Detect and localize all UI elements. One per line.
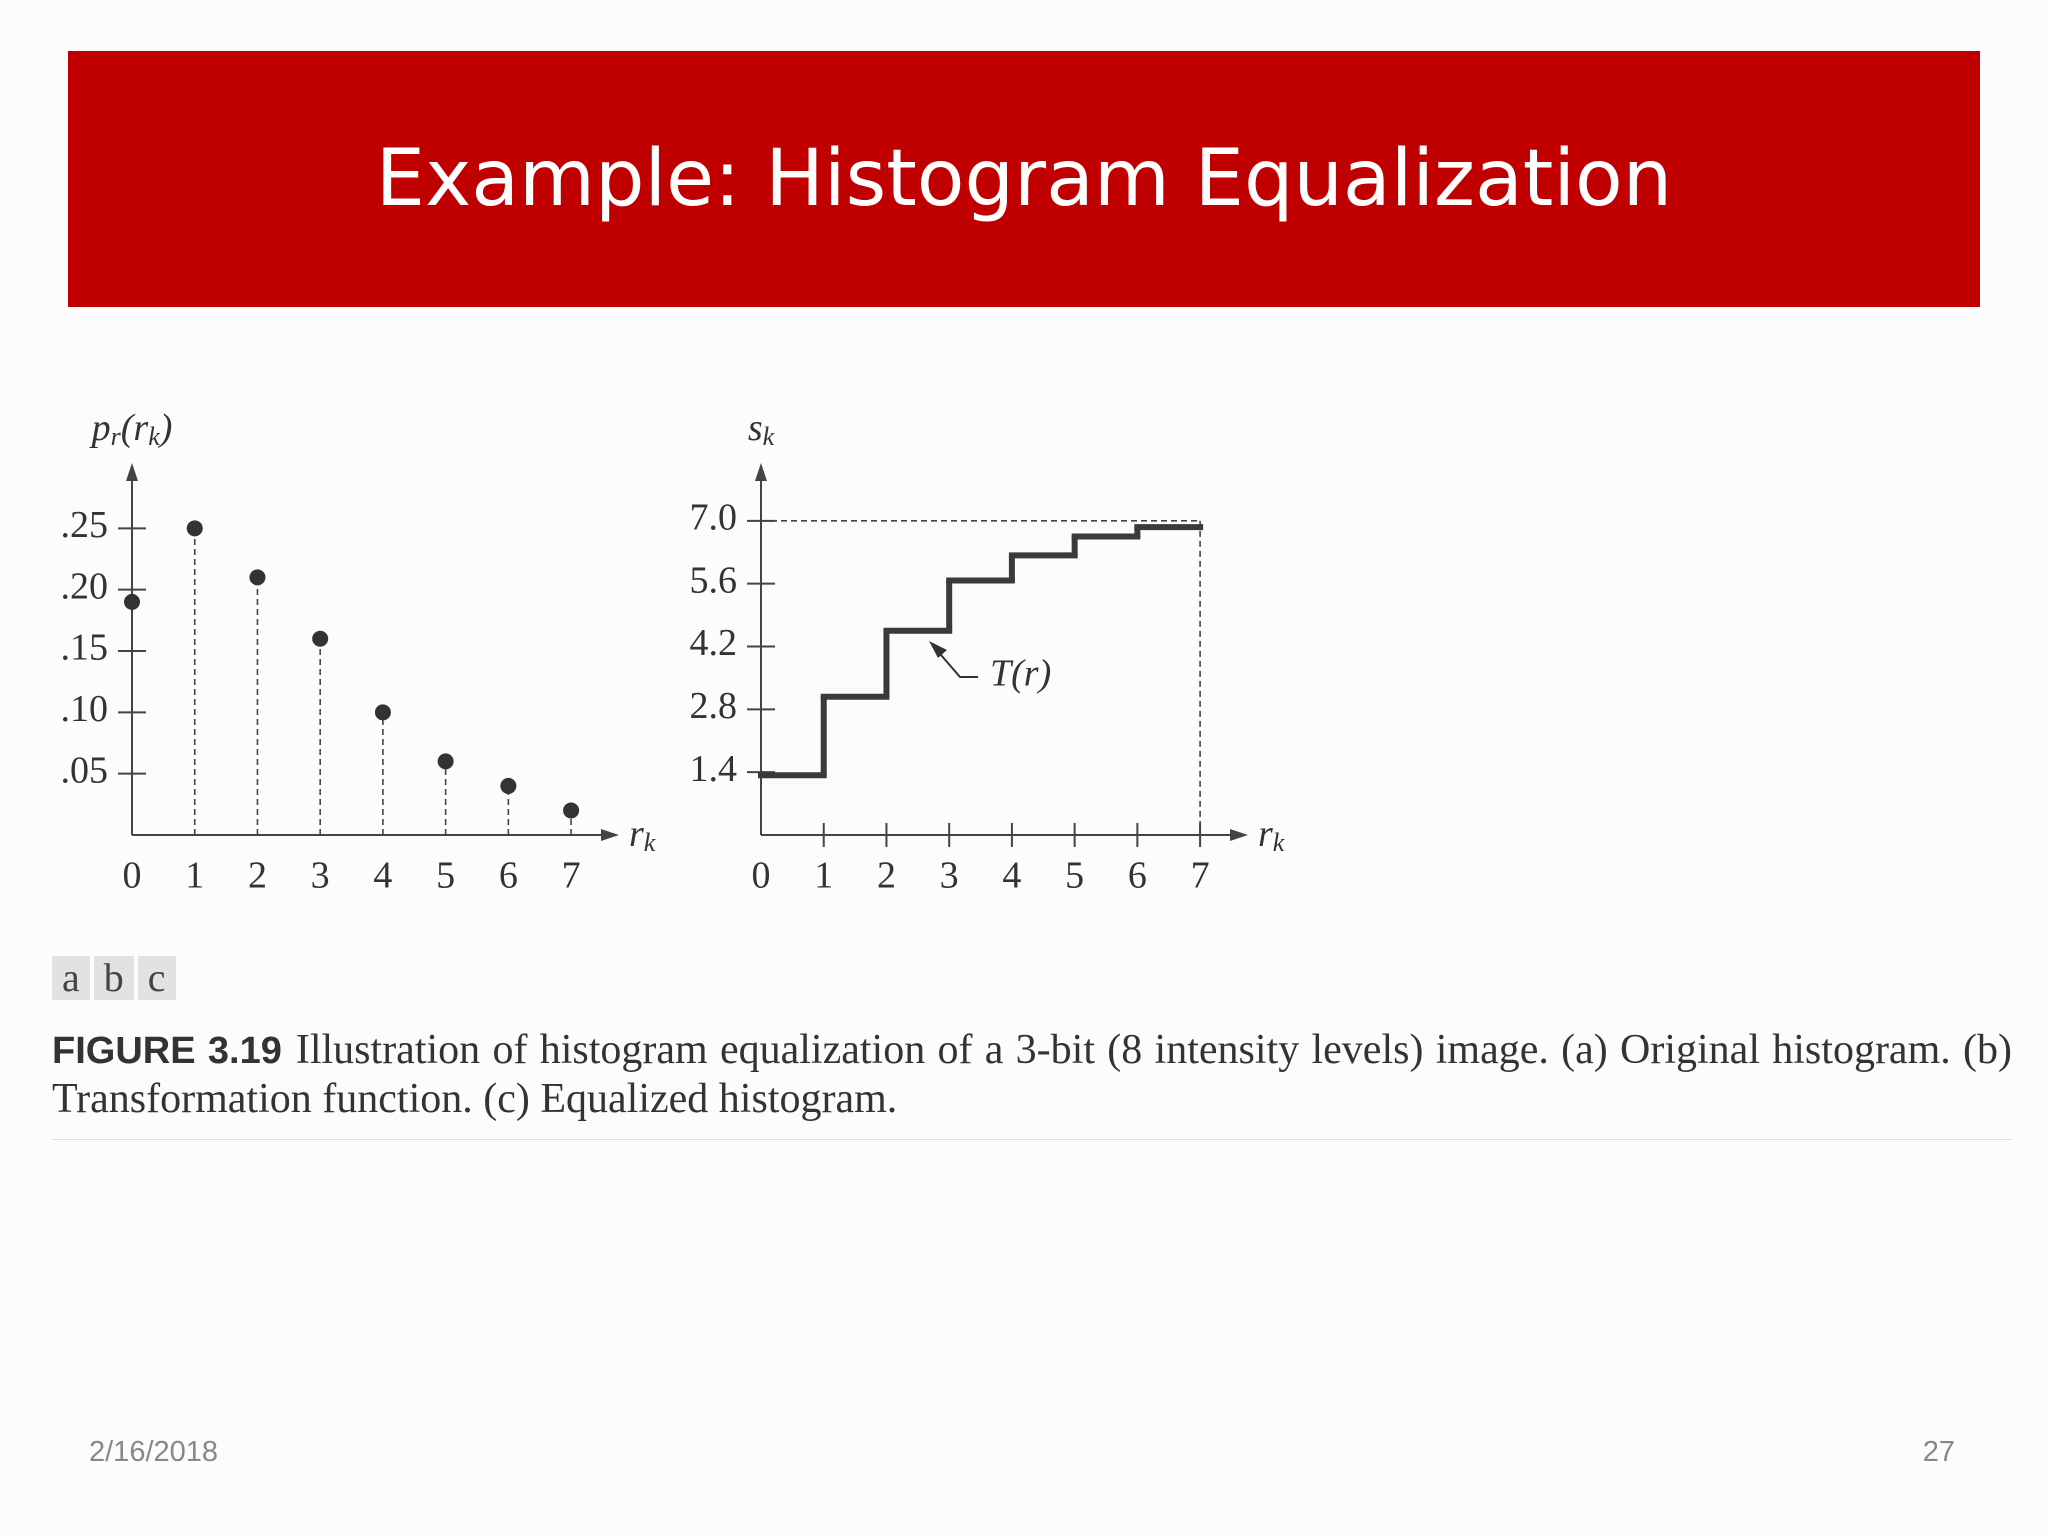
x-tick-label: 2 xyxy=(248,855,267,897)
x-tick-label: 1 xyxy=(185,855,204,897)
y-tick-label: 7.0 xyxy=(690,497,738,539)
panel-labels: a b c xyxy=(52,956,176,1000)
axis-label: rk xyxy=(1258,813,1285,857)
x-tick-label: 0 xyxy=(123,855,142,897)
axis-label-part: r xyxy=(111,422,122,451)
y-tick-label: .25 xyxy=(61,504,109,546)
x-tick-label: 7 xyxy=(1191,855,1210,897)
axis-label-part: r xyxy=(1258,813,1273,855)
y-tick-label: 4.2 xyxy=(690,622,738,664)
y-tick-label: .05 xyxy=(61,749,109,791)
axis-label-part: k xyxy=(763,422,775,451)
panel-label: c xyxy=(137,956,176,1000)
x-tick-label: 5 xyxy=(436,855,455,897)
y-arrow xyxy=(755,463,767,481)
annotation-arrowhead xyxy=(929,641,947,658)
point xyxy=(437,753,454,770)
caption: FIGURE 3.19 Illustration of histogram equ… xyxy=(52,1026,2012,1123)
caption-text: Illustration of histogram equalization o… xyxy=(52,1027,2013,1122)
point xyxy=(124,593,140,610)
point xyxy=(500,777,517,794)
point xyxy=(374,704,391,721)
x-tick-label: 0 xyxy=(752,855,771,897)
y-tick-label: .10 xyxy=(61,688,109,730)
x-tick-label: 2 xyxy=(877,855,896,897)
x-tick-label: 5 xyxy=(1065,855,1084,897)
y-arrow xyxy=(126,463,138,481)
panel-label: b xyxy=(93,956,134,1000)
x-tick-label: 6 xyxy=(499,855,518,897)
x-arrow xyxy=(1230,829,1248,841)
x-tick-label: 7 xyxy=(562,855,581,897)
y-tick-label: 2.8 xyxy=(690,685,738,727)
axis-label-part: k xyxy=(644,828,656,857)
x-tick-label: 3 xyxy=(940,855,959,897)
x-tick-label: 3 xyxy=(311,855,330,897)
title: Example: Histogram Equalization xyxy=(68,51,1980,307)
axis-label: rk xyxy=(629,813,656,857)
axis-label-part: p xyxy=(89,407,111,449)
figure-label: FIGURE 3.19 xyxy=(52,1030,282,1072)
y-tick-label: 5.6 xyxy=(690,559,738,601)
point xyxy=(563,802,580,819)
y-tick-label: 1.4 xyxy=(690,748,738,790)
x-arrow xyxy=(601,829,619,841)
y-tick-label: .15 xyxy=(61,627,109,669)
x-tick-label: 4 xyxy=(373,855,392,897)
page-number: 27 xyxy=(1922,1436,1955,1468)
y-tick-label: .20 xyxy=(61,565,109,607)
axis-label-part: ) xyxy=(158,407,173,449)
x-tick-label: 6 xyxy=(1128,855,1147,897)
axis-label-part: k xyxy=(1273,828,1285,857)
rule xyxy=(52,1139,2012,1140)
annotation-arrow xyxy=(934,647,978,678)
panel-label: a xyxy=(52,956,90,1000)
x-tick-label: 4 xyxy=(1002,855,1021,897)
axis-label: sk xyxy=(748,407,775,451)
point xyxy=(312,630,329,647)
annotation: T(r) xyxy=(990,653,1051,695)
axis-label: pr(rk) xyxy=(89,407,173,451)
axis-label-part: s xyxy=(748,407,763,449)
point xyxy=(186,520,203,537)
axis-label-part: k xyxy=(148,422,160,451)
axis-label-part: (r xyxy=(121,407,149,449)
date: 2/16/2018 xyxy=(89,1436,219,1468)
axis-label-part: r xyxy=(629,813,644,855)
x-tick-label: 1 xyxy=(814,855,833,897)
point xyxy=(249,569,266,586)
